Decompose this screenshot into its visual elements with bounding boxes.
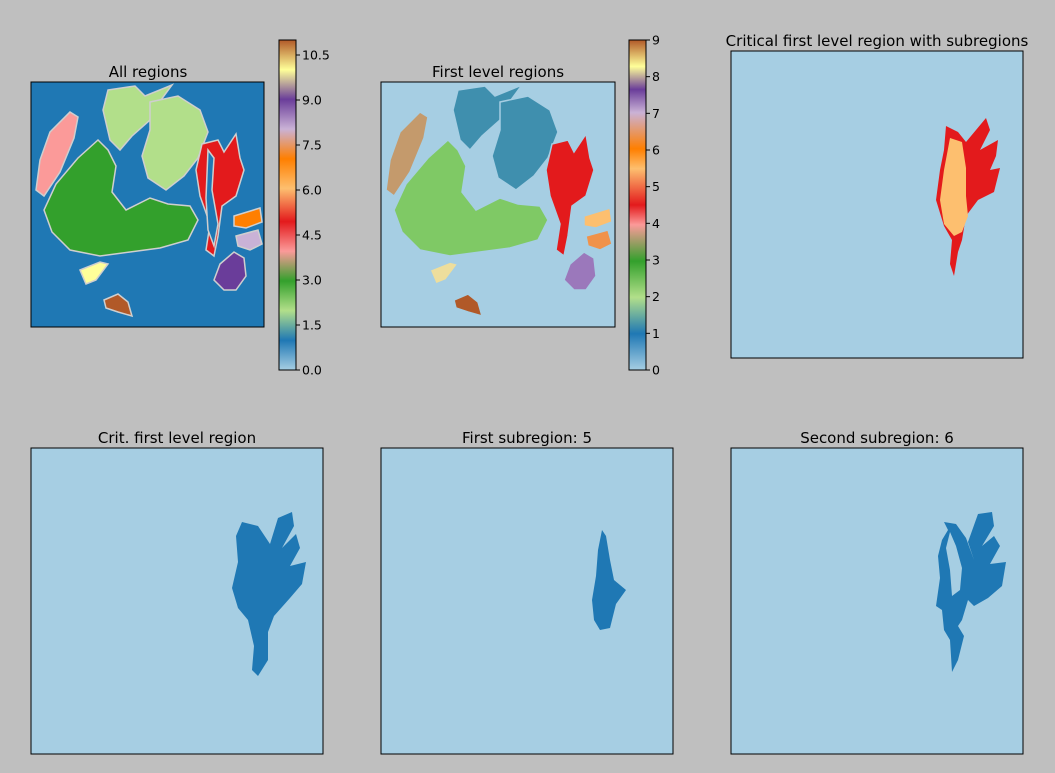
colorbar-tick-label: 1 (652, 326, 660, 341)
panel-title: Critical first level region with subregi… (726, 32, 1029, 50)
panel-title: Crit. first level region (98, 429, 256, 447)
region (233, 207, 263, 229)
region (940, 138, 968, 236)
region (429, 261, 460, 285)
colorbar-tick-label: 3.0 (302, 273, 322, 288)
colorbar-tick-label: 7 (652, 106, 660, 121)
region (35, 111, 79, 198)
region (393, 138, 549, 257)
region (385, 111, 429, 198)
panel-first-subregion: First subregion: 5 (380, 429, 674, 755)
colorbar-tick-label: 4.5 (302, 228, 322, 243)
colorbar: 0.0 1.5 3.0 4.5 6.0 7.5 9.0 10.5 (278, 39, 330, 378)
panel-crit-first-level: Crit. first level region (30, 429, 324, 755)
colorbar-tick-label: 3 (652, 253, 660, 268)
region (585, 229, 613, 251)
colorbar-tick-label: 4 (652, 216, 660, 231)
region (936, 512, 1006, 672)
colorbar-tick-label: 2 (652, 289, 660, 304)
region-shapes (385, 83, 613, 318)
map-area (380, 447, 674, 755)
region (232, 512, 306, 676)
colorbar-tick-label: 6 (652, 143, 660, 158)
region (583, 207, 613, 229)
colorbar-tick-label: 9 (652, 33, 660, 48)
colorbar-tick-label: 6.0 (302, 183, 322, 198)
colorbar-tick-label: 0 (652, 363, 660, 378)
colorbar-tick-label: 8 (652, 69, 660, 84)
panel-all-regions: All regions 0.0 1.5 3.0 4.5 6.0 7.5 9.0 10.5 (30, 39, 330, 378)
colorbar-tick-label: 10.5 (302, 48, 330, 63)
panel-title: First level regions (432, 63, 564, 81)
colorbar-tick-label: 0.0 (302, 363, 322, 378)
colorbar: 0 1 2 3 4 5 6 7 8 9 (628, 33, 660, 378)
colorbar-tick-label: 9.0 (302, 93, 322, 108)
colorbar-ticks: 0 1 2 3 4 5 6 7 8 9 (646, 33, 660, 378)
panel-title: Second subregion: 6 (800, 429, 954, 447)
region (592, 530, 626, 630)
colorbar-ticks: 0.0 1.5 3.0 4.5 6.0 7.5 9.0 10.5 (296, 48, 330, 378)
region (103, 293, 134, 318)
panel-first-level-regions: First level regions 0 1 2 3 4 5 6 7 8 9 (380, 33, 660, 378)
region (79, 261, 110, 285)
region-shapes (35, 83, 263, 318)
map-area (730, 50, 1024, 359)
region (235, 229, 263, 251)
region (141, 95, 209, 191)
region (453, 293, 484, 318)
panel-title: First subregion: 5 (462, 429, 592, 447)
panel-title: All regions (109, 63, 188, 81)
colorbar-tick-label: 1.5 (302, 318, 322, 333)
region (491, 95, 559, 191)
colorbar-gradient (278, 39, 297, 371)
region (205, 147, 219, 249)
region (545, 132, 595, 258)
colorbar-tick-label: 7.5 (302, 138, 322, 153)
panel-second-subregion: Second subregion: 6 (730, 429, 1024, 755)
colorbar-gradient (628, 39, 647, 371)
region (213, 251, 247, 291)
region (563, 251, 597, 291)
region (43, 138, 199, 257)
panel-critical-with-subregions: Critical first level region with subregi… (726, 32, 1029, 359)
colorbar-tick-label: 5 (652, 179, 660, 194)
